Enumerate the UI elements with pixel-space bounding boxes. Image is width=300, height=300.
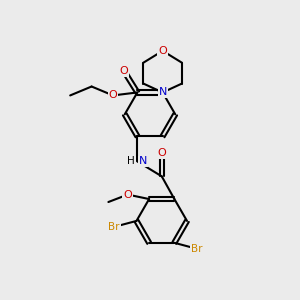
Text: O: O	[158, 148, 166, 158]
Text: Br: Br	[191, 244, 203, 254]
Text: O: O	[109, 90, 117, 100]
Text: N: N	[139, 157, 147, 166]
Text: H: H	[127, 157, 135, 166]
Text: O: O	[123, 190, 132, 200]
Text: O: O	[120, 66, 128, 76]
Text: O: O	[158, 46, 167, 56]
Text: Br: Br	[108, 222, 120, 232]
Text: N: N	[158, 88, 167, 98]
